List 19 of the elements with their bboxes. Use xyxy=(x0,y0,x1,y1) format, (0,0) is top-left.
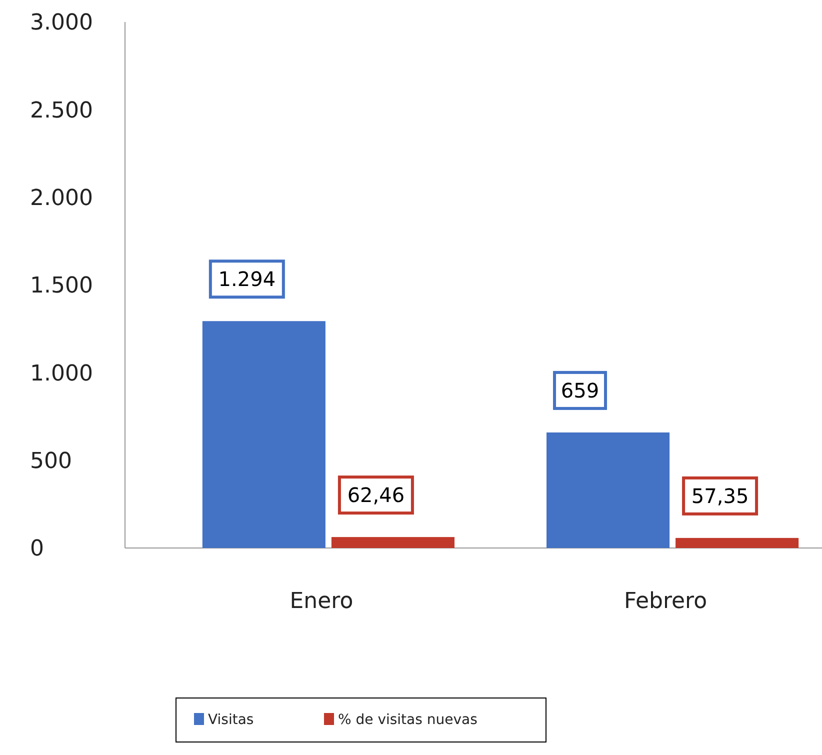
bar xyxy=(676,538,799,548)
data-label: 659 xyxy=(560,378,600,402)
y-tick-label: 3.000 xyxy=(30,10,93,36)
y-tick-label: 1.000 xyxy=(30,361,93,386)
data-label: 62,46 xyxy=(347,483,405,508)
x-tick-label: Enero xyxy=(290,589,354,614)
y-tick-label: 2.000 xyxy=(30,186,93,212)
bar xyxy=(331,537,454,548)
legend-label: Visitas xyxy=(208,712,254,728)
x-tick-label: Febrero xyxy=(624,589,708,614)
y-tick-label: 2.500 xyxy=(30,98,93,124)
y-tick-label: 0 xyxy=(30,536,44,562)
data-label: 57,35 xyxy=(691,484,749,508)
bar xyxy=(546,432,670,548)
bar xyxy=(202,321,326,548)
data-label: 1.294 xyxy=(218,267,276,292)
legend-label: % de visitas nuevas xyxy=(338,712,478,728)
y-tick-label: 1.500 xyxy=(30,274,93,299)
y-tick-label: 500 xyxy=(30,449,72,474)
